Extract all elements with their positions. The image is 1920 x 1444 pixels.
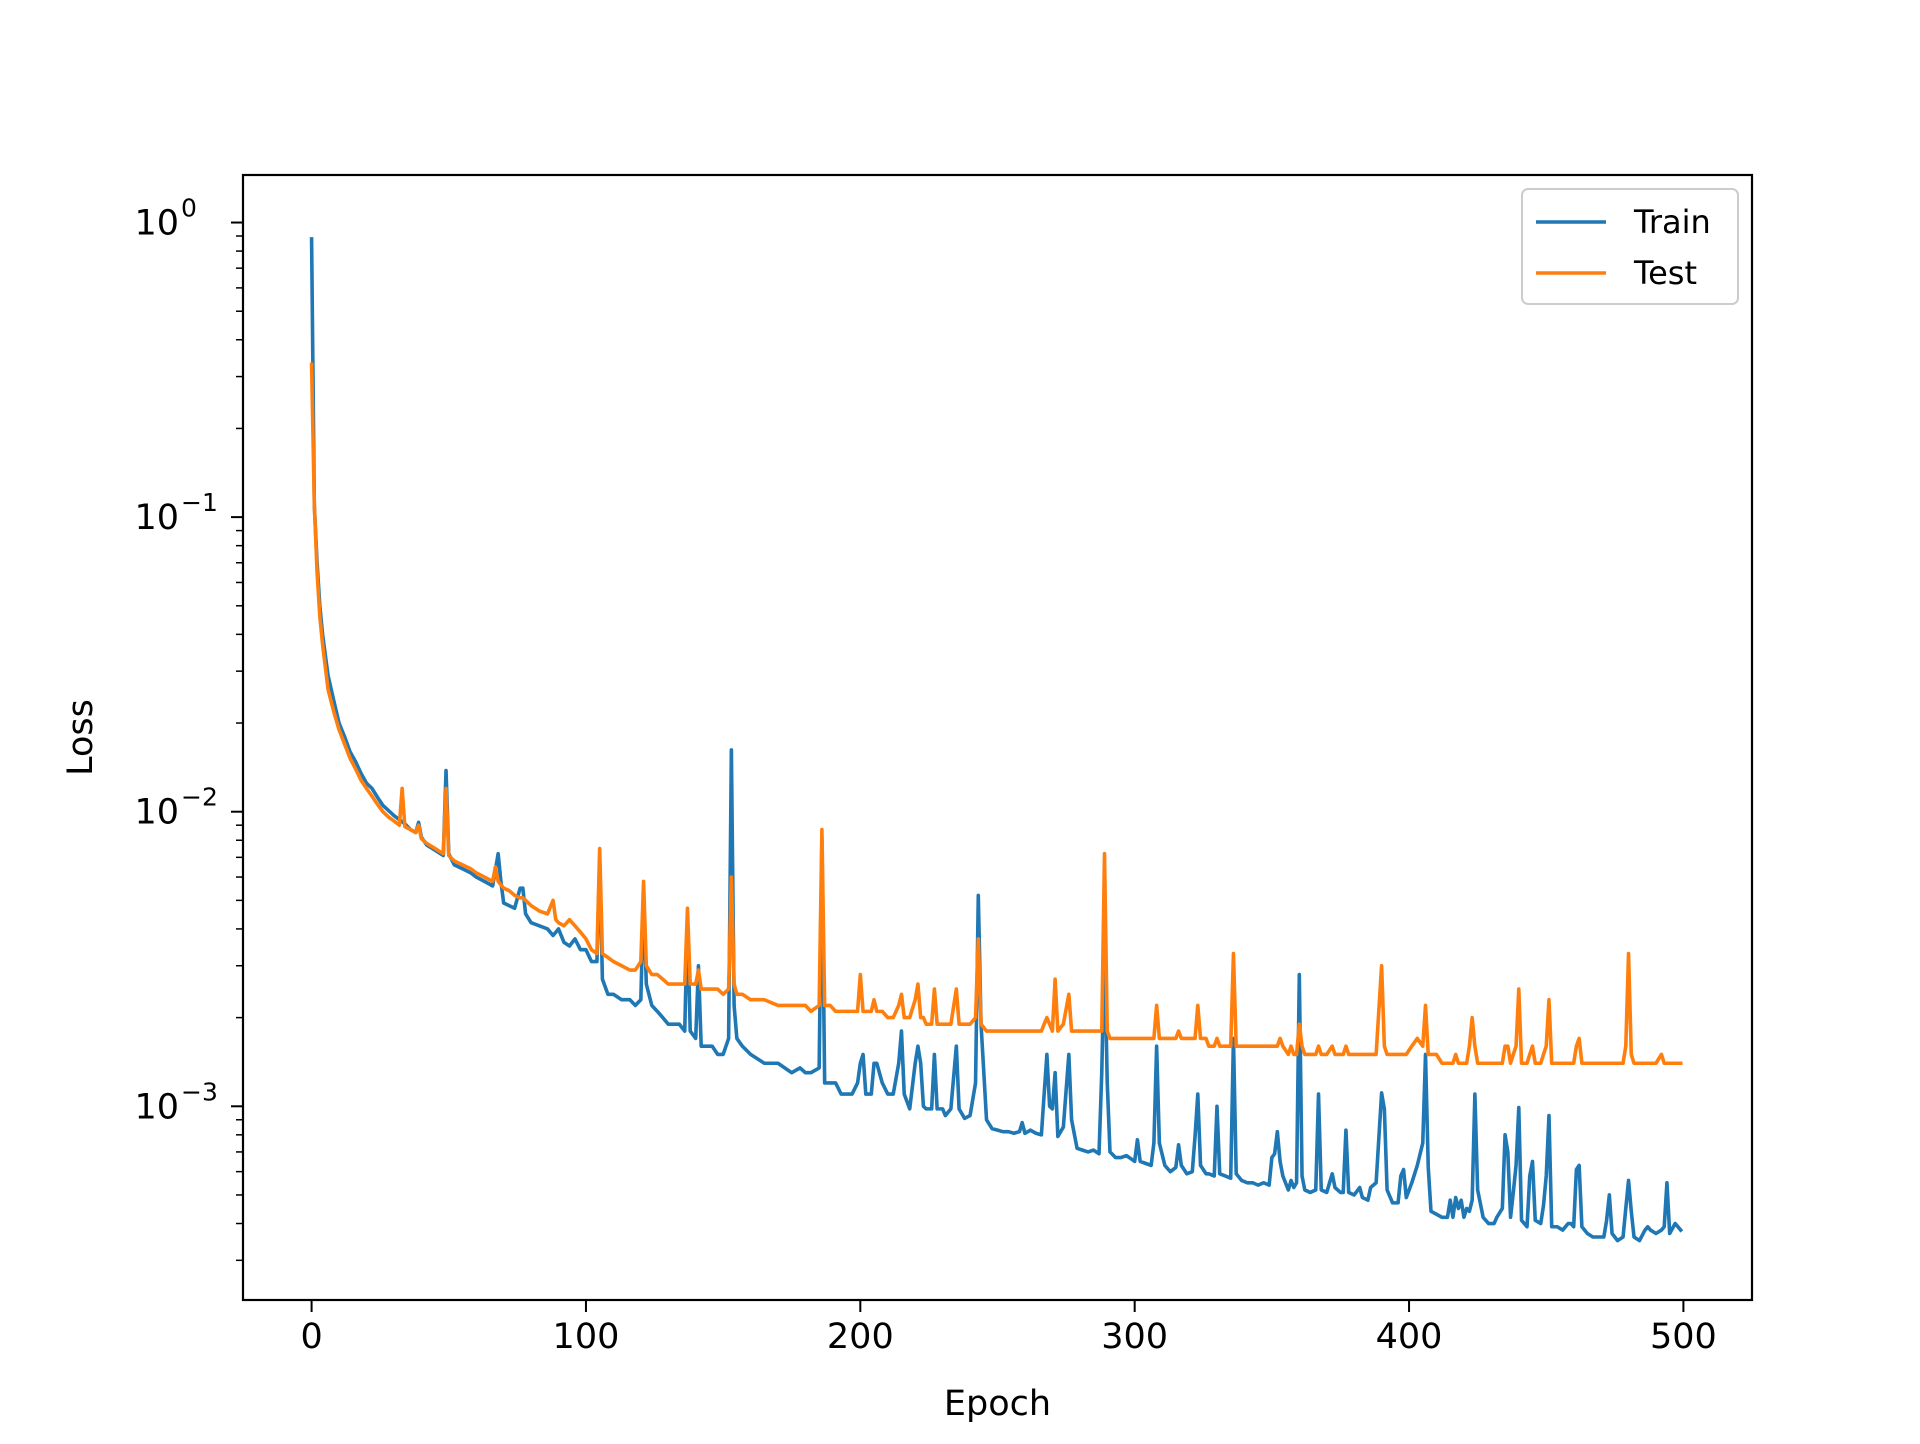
x-tick-label: 400 xyxy=(1376,1317,1443,1357)
x-tick-label: 300 xyxy=(1101,1317,1168,1357)
x-tick-label: 200 xyxy=(827,1317,894,1357)
y-tick-label: 10 xyxy=(134,1087,179,1127)
legend-label-test: Test xyxy=(1633,254,1697,292)
axes-frame xyxy=(241,173,1754,1302)
legend: Train Test xyxy=(1521,188,1739,305)
y-tick-exponent: −3 xyxy=(181,1077,218,1106)
y-tick-exponent: −1 xyxy=(181,488,218,517)
y-tick-exponent: −2 xyxy=(181,783,218,812)
y-axis-label: Loss xyxy=(61,699,101,776)
x-tick-label: 100 xyxy=(553,1317,620,1357)
legend-box xyxy=(1521,188,1739,305)
plot-lines xyxy=(309,237,1684,1243)
x-tick-label: 500 xyxy=(1650,1317,1717,1357)
y-tick-exponent: 0 xyxy=(181,194,197,223)
x-axis-label: Epoch xyxy=(944,1384,1051,1424)
y-minor-ticks xyxy=(236,235,243,1262)
y-tick-label: 10 xyxy=(134,498,179,538)
y-tick-label: 10 xyxy=(134,793,179,833)
x-tick-label: 0 xyxy=(300,1317,322,1357)
y-tick-label: 10 xyxy=(134,204,179,244)
series-line-train xyxy=(309,237,1684,1243)
series-line-test xyxy=(309,362,1683,1066)
x-axis-ticks: 0 100 200 300 400 500 xyxy=(300,1300,1717,1357)
legend-label-train: Train xyxy=(1633,203,1711,241)
